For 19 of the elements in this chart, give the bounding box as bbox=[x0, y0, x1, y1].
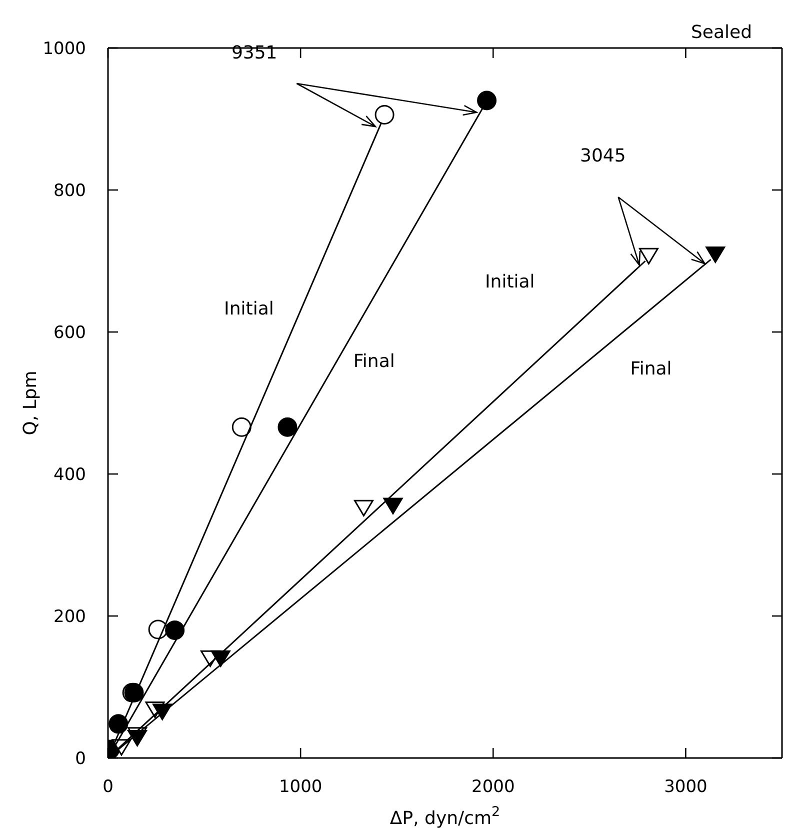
y-tick-label: 800 bbox=[54, 181, 86, 202]
x-tick-label: 2000 bbox=[472, 777, 515, 798]
annotation: 9351 bbox=[231, 42, 278, 64]
chart-title: Sealed bbox=[690, 22, 752, 43]
series-label: Final bbox=[630, 358, 672, 380]
x-axis-title: ΔP, dyn/cm$^{2}$ bbox=[390, 804, 500, 829]
x-tick-label: 0 bbox=[102, 777, 114, 798]
y-tick-label: 400 bbox=[54, 465, 86, 486]
y-axis-title: Q, Lpm bbox=[20, 370, 41, 436]
series-label: Final bbox=[353, 350, 395, 372]
y-tick-label: 600 bbox=[54, 323, 86, 344]
y-tick-label: 0 bbox=[75, 749, 86, 770]
y-tick-label: 1000 bbox=[42, 39, 86, 60]
x-tick-label: 3000 bbox=[664, 777, 708, 798]
annotation: 3045 bbox=[580, 146, 626, 167]
series-label: Initial bbox=[224, 298, 274, 320]
y-tick-label: 200 bbox=[54, 607, 86, 628]
x-tick-label: 1000 bbox=[278, 777, 322, 798]
text: Initial bbox=[484, 271, 535, 292]
